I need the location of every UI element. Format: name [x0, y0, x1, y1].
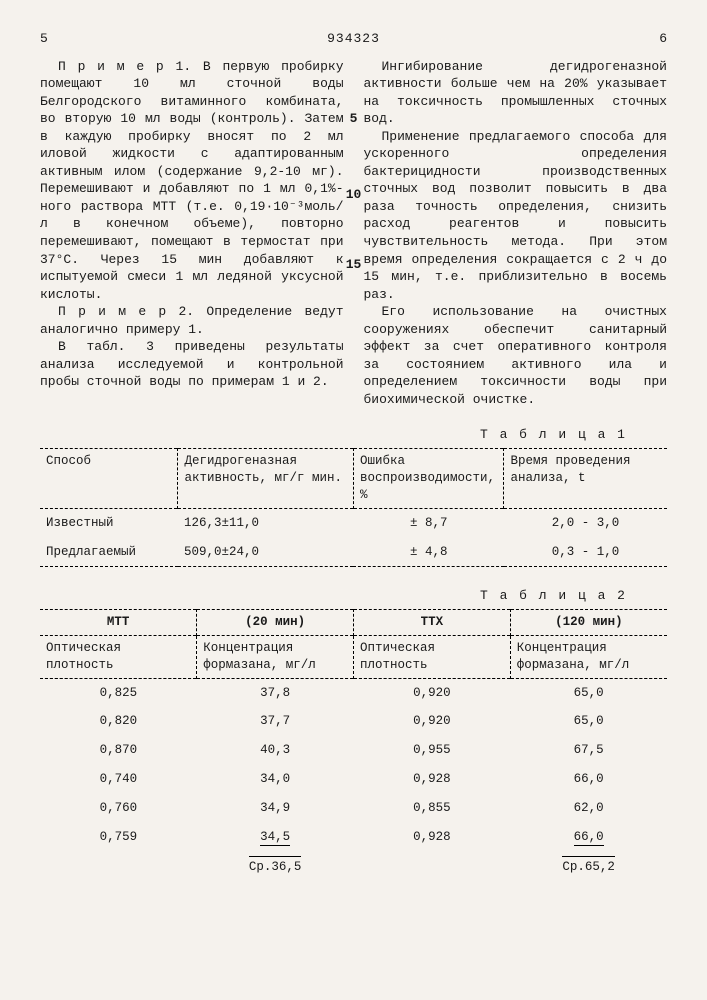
table-cell: 0,928 [354, 823, 511, 852]
table1-header: Способ [40, 449, 178, 509]
table-cell: 65,0 [510, 678, 667, 707]
table-cell: 0,3 - 1,0 [504, 538, 667, 567]
table-cell: 126,3±11,0 [178, 508, 354, 537]
document-number: 934323 [327, 30, 380, 48]
table-cell: 0,955 [354, 736, 511, 765]
paragraph: Ингибирование дегидрогеназной активности… [364, 58, 668, 128]
table-cell: 66,0 [510, 823, 667, 852]
table-row: 0,76034,90,85562,0 [40, 794, 667, 823]
table-cell: 2,0 - 3,0 [504, 508, 667, 537]
table-cell: 34,0 [197, 765, 354, 794]
table2-subheader: Концентрация формазана, мг/л [197, 635, 354, 678]
table2-subheader: Концентрация формазана, мг/л [510, 635, 667, 678]
table2-header: МТТ [40, 609, 197, 635]
left-column: П р и м е р 1. В первую пробирку помещаю… [40, 58, 344, 409]
table-row: Известный 126,3±11,0 ± 8,7 2,0 - 3,0 [40, 508, 667, 537]
table-cell: 34,9 [197, 794, 354, 823]
table-cell: 0,740 [40, 765, 197, 794]
table-cell: 0,855 [354, 794, 511, 823]
table-cell: 0,920 [354, 678, 511, 707]
table-cell: ± 4,8 [353, 538, 503, 567]
table2-header: (120 мин) [510, 609, 667, 635]
table-cell: 65,0 [510, 707, 667, 736]
table-cell: 67,5 [510, 736, 667, 765]
avg-cell: Ср.36,5 [249, 856, 302, 876]
table-cell: 37,7 [197, 707, 354, 736]
table-cell: 0,825 [40, 678, 197, 707]
table1-label: Т а б л и ц а 1 [40, 426, 627, 444]
table2-subheader: Оптическая плотность [40, 635, 197, 678]
table2: МТТ (20 мин) ТТХ (120 мин) Оптическая пл… [40, 609, 667, 880]
table1: Способ Дегидрогеназная активность, мг/г … [40, 448, 667, 567]
table-cell: ± 8,7 [353, 508, 503, 537]
table1-header: Время проведения анализа, t [504, 449, 667, 509]
table-cell: 37,8 [197, 678, 354, 707]
table-cell: 34,5 [197, 823, 354, 852]
table-cell: 0,820 [40, 707, 197, 736]
page-header: 5 934323 6 [40, 30, 667, 48]
table1-header: Дегидрогеназная активность, мг/г мин. [178, 449, 354, 509]
table2-header: ТТХ [354, 609, 511, 635]
table-cell: 0,759 [40, 823, 197, 852]
paragraph: Его использование на очистных сооружения… [364, 303, 668, 408]
avg-cell: Ср.65,2 [562, 856, 615, 876]
table-row: Предлагаемый 509,0±24,0 ± 4,8 0,3 - 1,0 [40, 538, 667, 567]
table2-header: (20 мин) [197, 609, 354, 635]
table-row: 0,74034,00,92866,0 [40, 765, 667, 794]
table2-subheader: Оптическая плотность [354, 635, 511, 678]
table-row-avg: Ср.36,5 Ср.65,2 [40, 852, 667, 880]
table-cell: 66,0 [510, 765, 667, 794]
table-cell: 0,760 [40, 794, 197, 823]
paragraph: П р и м е р 1. В первую пробирку помещаю… [40, 58, 344, 304]
page-num-right: 6 [659, 30, 667, 48]
line-number: 5 [350, 110, 358, 128]
paragraph: П р и м е р 2. Определение ведут аналоги… [40, 303, 344, 338]
table-row: 0,82537,80,92065,0 [40, 678, 667, 707]
table-row: 0,87040,30,95567,5 [40, 736, 667, 765]
line-number: 15 [346, 256, 362, 274]
paragraph: В табл. 3 приведены результаты анализа и… [40, 338, 344, 391]
table-cell: Предлагаемый [40, 538, 178, 567]
page-num-left: 5 [40, 30, 48, 48]
table-row: 0,82037,70,92065,0 [40, 707, 667, 736]
paragraph: Применение предлагаемого способа для уск… [364, 128, 668, 303]
table-cell: Известный [40, 508, 178, 537]
line-number: 10 [346, 186, 362, 204]
body-columns: 5 10 15 П р и м е р 1. В первую пробирку… [40, 58, 667, 409]
table2-label: Т а б л и ц а 2 [40, 587, 627, 605]
table-cell: 0,928 [354, 765, 511, 794]
table1-header: Ошибка воспроизводимости, % [353, 449, 503, 509]
table-cell: 0,920 [354, 707, 511, 736]
right-column: Ингибирование дегидрогеназной активности… [364, 58, 668, 409]
table-row: 0,75934,50,92866,0 [40, 823, 667, 852]
table-cell: 509,0±24,0 [178, 538, 354, 567]
table-cell: 0,870 [40, 736, 197, 765]
table-cell: 62,0 [510, 794, 667, 823]
table-cell: 40,3 [197, 736, 354, 765]
